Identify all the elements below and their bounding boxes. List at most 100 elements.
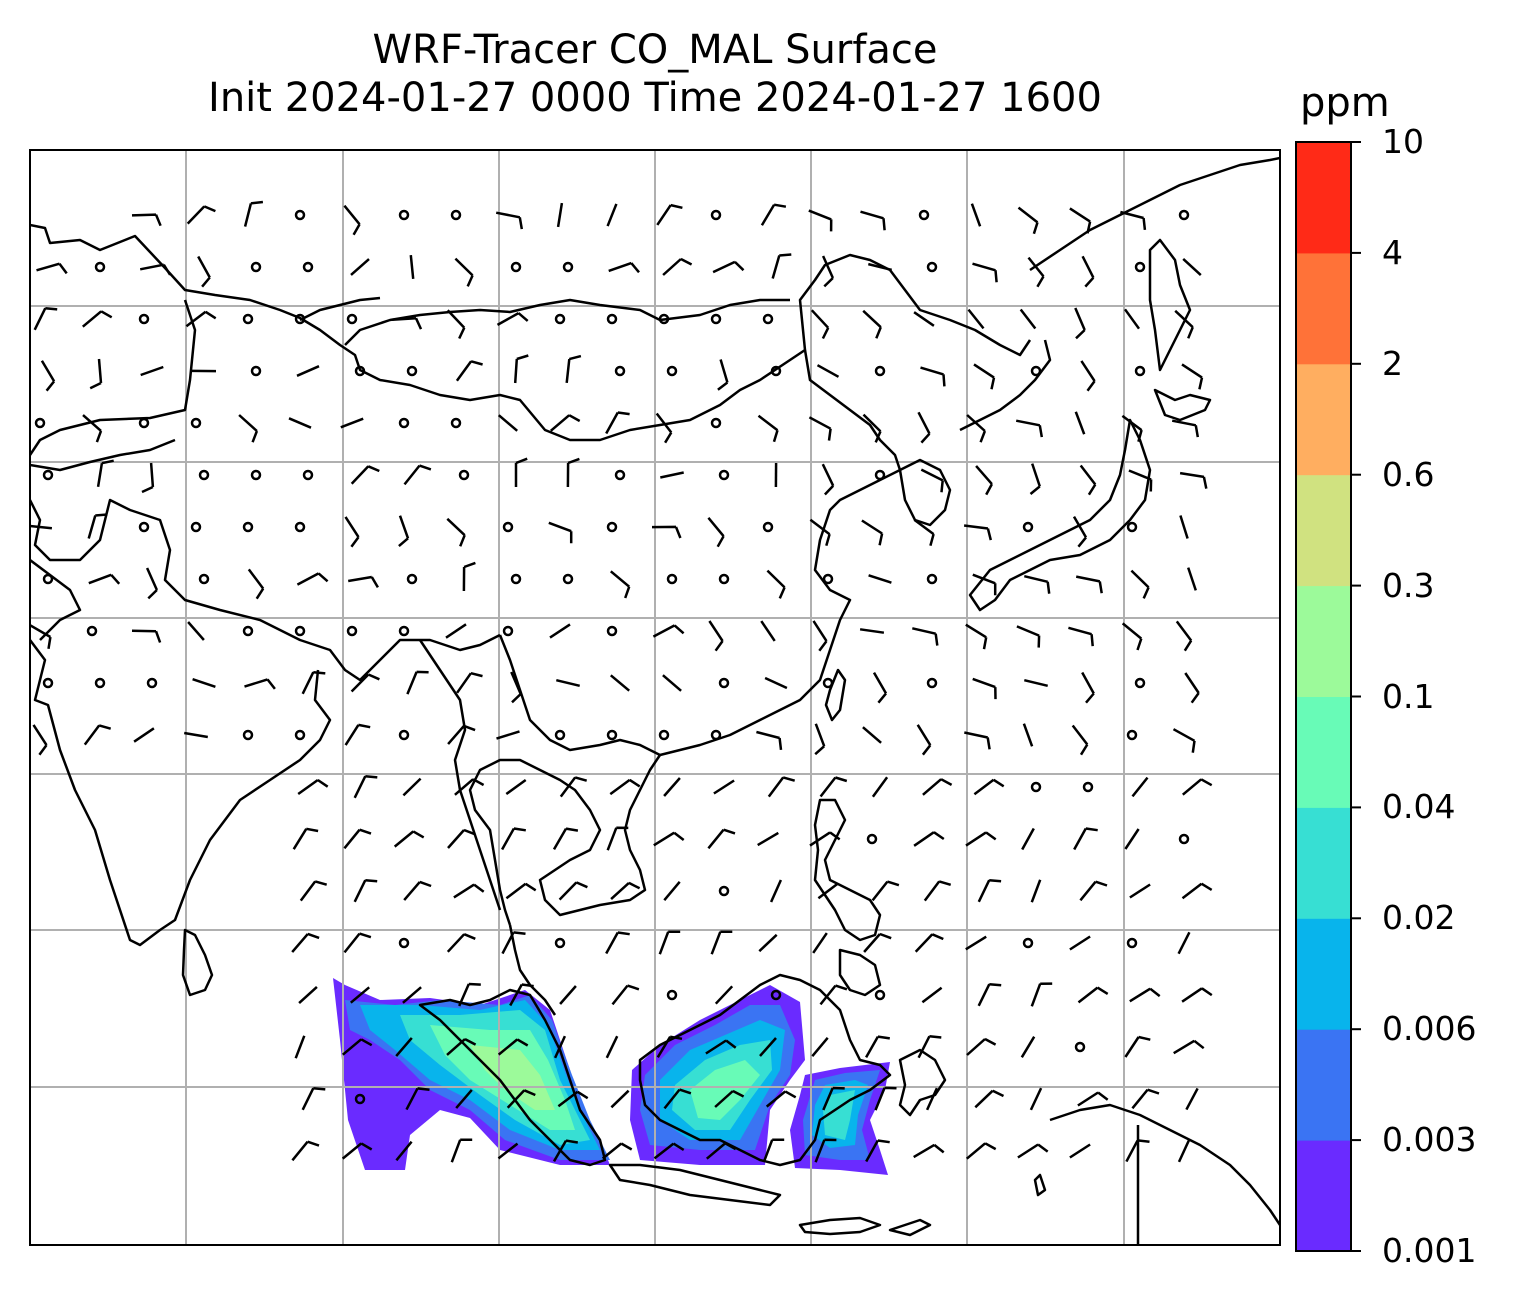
wind-barb bbox=[558, 881, 588, 901]
wind-barb bbox=[393, 830, 425, 848]
wind-barb bbox=[96, 459, 114, 487]
wind-barb-calm bbox=[502, 521, 514, 533]
wind-barb-calm bbox=[1022, 937, 1034, 949]
wind-barb bbox=[1181, 987, 1213, 1003]
wind-barb bbox=[663, 777, 681, 797]
colorbar-bin bbox=[1296, 696, 1351, 808]
wind-barb bbox=[344, 516, 360, 548]
wind-barb bbox=[510, 671, 522, 704]
wind-barb-calm bbox=[94, 261, 106, 273]
wind-barb-calm bbox=[450, 209, 462, 221]
colorbar-bin bbox=[1296, 474, 1351, 587]
wind-barb bbox=[967, 308, 985, 330]
wind-barb bbox=[197, 255, 211, 288]
wind-barb bbox=[243, 200, 264, 227]
wind-barb bbox=[344, 723, 371, 746]
wind-barb bbox=[140, 365, 164, 377]
wind-barb bbox=[771, 253, 792, 279]
wind-barb-calm bbox=[458, 469, 470, 481]
wind-barb bbox=[1171, 419, 1200, 438]
wind-barb-calm bbox=[294, 625, 306, 637]
wind-barb bbox=[966, 1037, 997, 1056]
wind-barbs bbox=[30, 200, 1213, 1163]
wind-barb bbox=[609, 778, 641, 796]
wind-barb bbox=[1073, 827, 1098, 851]
wind-barb bbox=[717, 359, 729, 391]
wind-barb bbox=[294, 1035, 306, 1059]
wind-barb bbox=[809, 831, 841, 847]
wind-barb bbox=[497, 1142, 519, 1160]
wind-barb-calm bbox=[666, 989, 678, 1001]
wind-barb bbox=[557, 1090, 589, 1108]
wind-barb bbox=[553, 1035, 567, 1059]
wind-barb-calm bbox=[1178, 209, 1190, 221]
wind-barb bbox=[809, 518, 831, 547]
wind-barb-calm bbox=[1134, 261, 1146, 273]
wind-barb bbox=[454, 778, 485, 796]
wind-barb bbox=[1077, 986, 1109, 1004]
wind-barb bbox=[606, 203, 618, 227]
wind-barb-calm bbox=[1126, 937, 1138, 949]
wind-barb bbox=[506, 1089, 536, 1109]
wind-barb bbox=[1181, 882, 1213, 900]
wind-barb-calm bbox=[554, 937, 566, 949]
wind-barb bbox=[1029, 463, 1041, 495]
wind-barb bbox=[1175, 620, 1193, 652]
wind-barb-calm bbox=[562, 573, 574, 585]
wind-barb bbox=[605, 931, 630, 955]
wind-barb bbox=[760, 203, 787, 226]
wind-barb-calm bbox=[398, 417, 410, 429]
wind-barb bbox=[660, 471, 684, 479]
wind-barb bbox=[1181, 778, 1213, 796]
wind-barb bbox=[977, 878, 1002, 903]
wind-barb bbox=[1069, 935, 1091, 951]
wind-barb bbox=[860, 210, 886, 231]
wind-barb bbox=[549, 623, 571, 639]
wind-barb bbox=[974, 1089, 1005, 1109]
wind-barb bbox=[1029, 1087, 1043, 1111]
wind-barb bbox=[445, 623, 467, 639]
wind-barb-calm bbox=[666, 365, 678, 377]
wind-barb bbox=[1080, 360, 1096, 392]
wind-barb-calm bbox=[614, 469, 626, 481]
wind-barb-calm bbox=[614, 365, 626, 377]
wind-barb bbox=[965, 623, 988, 650]
wind-barb bbox=[1074, 411, 1086, 435]
wind-barb bbox=[1173, 1039, 1205, 1055]
wind-barb bbox=[1015, 419, 1044, 438]
wind-barb-calm bbox=[302, 261, 314, 273]
wind-barb bbox=[501, 827, 526, 851]
wind-barb bbox=[395, 1140, 413, 1162]
wind-barb-calm bbox=[406, 573, 418, 585]
wind-barb bbox=[605, 411, 630, 435]
wind-barb bbox=[1187, 567, 1197, 591]
wind-barb bbox=[817, 882, 839, 900]
wind-barb bbox=[343, 204, 361, 236]
wind-barb-calm bbox=[190, 521, 202, 533]
wind-barb bbox=[871, 776, 889, 798]
colorbar-tick-label: 0.001 bbox=[1382, 1231, 1477, 1270]
colorbar-bin bbox=[1296, 918, 1351, 1030]
tracer-field bbox=[333, 978, 890, 1175]
wind-barb-calm bbox=[406, 365, 418, 377]
wind-barb bbox=[922, 778, 953, 796]
wind-barb bbox=[185, 310, 217, 328]
wind-barb bbox=[501, 931, 526, 955]
wind-barb-calm bbox=[822, 677, 834, 689]
wind-barb bbox=[1079, 880, 1108, 902]
wind-barb bbox=[819, 776, 848, 798]
wind-barb bbox=[565, 354, 582, 384]
wind-barb bbox=[1019, 308, 1037, 330]
wind-barb-calm bbox=[718, 469, 730, 481]
wind-barb bbox=[509, 983, 534, 1007]
colorbar-tick-label: 0.1 bbox=[1382, 676, 1435, 716]
colorbar-bin bbox=[1296, 142, 1351, 254]
wind-barb-calm bbox=[710, 417, 722, 429]
wind-barb bbox=[972, 573, 997, 596]
wind-barb bbox=[814, 723, 826, 756]
wind-barb bbox=[663, 1088, 692, 1110]
wind-barb bbox=[446, 1037, 477, 1056]
wind-barb bbox=[446, 517, 466, 547]
wind-barb bbox=[917, 1035, 942, 1059]
wind-barb bbox=[707, 517, 725, 548]
